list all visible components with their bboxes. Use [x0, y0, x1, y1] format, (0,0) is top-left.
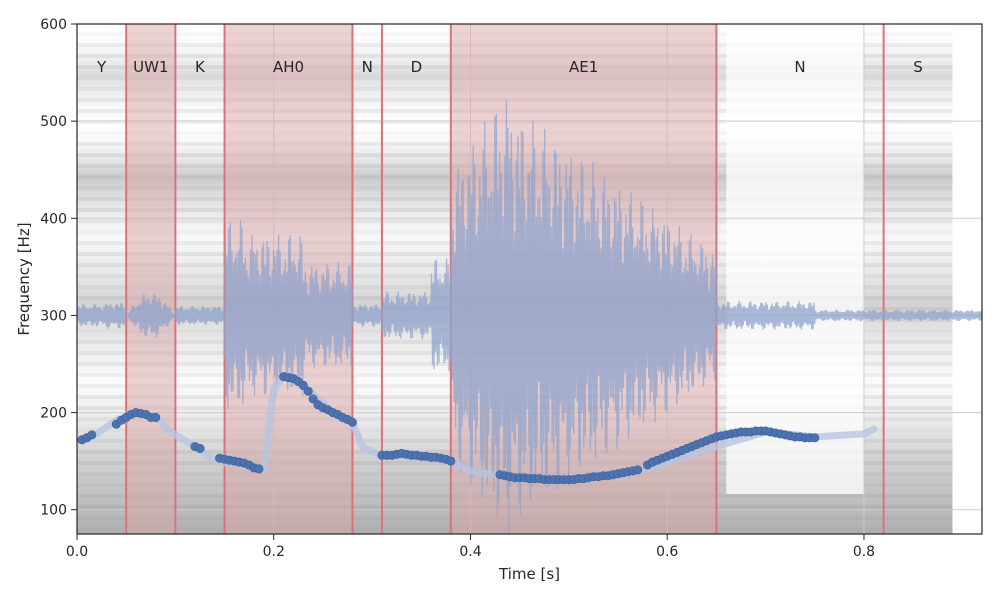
pitch-line [78, 373, 878, 483]
x-tick-label: 0.4 [459, 544, 481, 560]
shaded-segment [126, 24, 176, 534]
segment-label: N [362, 58, 373, 76]
segment-label: AE1 [569, 58, 598, 76]
pitch-point [151, 412, 161, 422]
pitch-point [298, 380, 308, 390]
x-tick-label: 0.8 [853, 544, 875, 560]
x-axis-ticks: 0.0 0.2 0.4 0.6 0.8 [66, 534, 875, 560]
segment-label: K [195, 58, 206, 76]
y-tick-label: 400 [40, 211, 67, 227]
segment-label: AH0 [273, 58, 304, 76]
segment-label: UW1 [133, 58, 168, 76]
spectrogram-gap [726, 24, 864, 494]
pitch-point [347, 417, 357, 427]
waveform-path [77, 100, 982, 534]
x-tick-label: 0.2 [263, 544, 285, 560]
y-tick-label: 100 [40, 503, 67, 519]
segment-label: N [794, 58, 805, 76]
x-tick-label: 0.0 [66, 544, 88, 560]
y-tick-label: 300 [40, 308, 67, 324]
y-axis-label: Frequency [Hz] [15, 222, 33, 335]
y-tick-label: 600 [40, 17, 67, 33]
segment-label: Y [96, 58, 107, 76]
pitch-point [308, 394, 318, 404]
pitch-point [810, 433, 820, 443]
pitch-point [87, 430, 97, 440]
plot-frame [76, 23, 983, 535]
pitch-point [303, 386, 313, 396]
x-axis-label: Time [s] [498, 565, 560, 583]
pitch-point [254, 464, 264, 474]
segment-label: S [913, 58, 923, 76]
pitch-point [195, 443, 205, 453]
pitch-point [633, 465, 643, 475]
y-tick-label: 200 [40, 406, 67, 422]
x-tick-label: 0.6 [656, 544, 678, 560]
pitch-contour [77, 372, 878, 485]
y-tick-label: 500 [40, 114, 67, 130]
pitch-point [446, 456, 456, 466]
waveform [77, 100, 982, 534]
y-axis-ticks: 100 200 300 400 500 600 [40, 17, 77, 519]
segment-label: D [411, 58, 423, 76]
